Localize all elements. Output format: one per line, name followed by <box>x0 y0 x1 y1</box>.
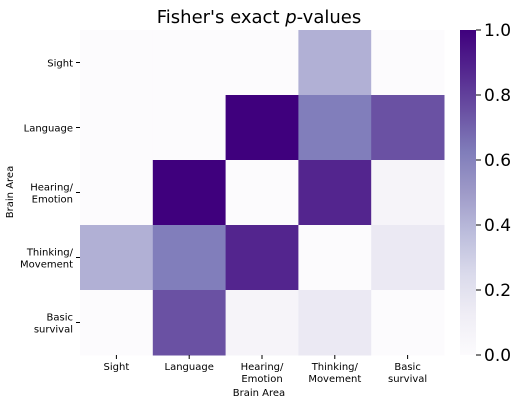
y-tick-label: Sight <box>47 59 73 70</box>
heatmap-cell <box>371 30 444 96</box>
heatmap-cell <box>298 95 371 161</box>
x-tick-label: Sight <box>104 362 130 373</box>
heatmap-cell <box>371 160 444 226</box>
x-tick-label: Language <box>165 362 214 373</box>
colorbar-tick-label: 0.6 <box>484 151 511 171</box>
colorbar <box>460 30 476 355</box>
x-tick-label: Basic survival <box>388 362 427 385</box>
chart-title-italic: p <box>284 7 296 28</box>
heatmap-cell <box>80 95 153 161</box>
y-tick-labels: Sight Language Hearing/Emotion Thinking/Mov… <box>20 59 80 336</box>
heatmap-cell <box>80 290 153 356</box>
colorbar-tick-label: 0.2 <box>484 281 511 301</box>
heatmap-cells <box>80 30 445 356</box>
heatmap-cell <box>226 30 299 96</box>
heatmap-cell <box>298 30 371 96</box>
y-tick-label: Language <box>24 124 73 135</box>
heatmap-cell <box>80 225 153 291</box>
chart-title: Fisher's exact p-values <box>157 7 361 28</box>
heatmap-cell <box>153 160 226 226</box>
heatmap-cell <box>153 30 226 96</box>
chart-title-main: Fisher's exact <box>157 7 285 28</box>
heatmap-cell <box>153 225 226 291</box>
colorbar-tick-label: 0.4 <box>484 216 511 236</box>
heatmap-cell <box>226 290 299 356</box>
colorbar-ticks: 0.0 0.2 0.4 0.6 0.8 1.0 <box>476 21 511 366</box>
heatmap-cell <box>298 225 371 291</box>
heatmap-cell <box>371 95 444 161</box>
heatmap-cell <box>371 225 444 291</box>
heatmap-cell <box>153 95 226 161</box>
y-tick-label: Thinking/Movement <box>20 248 74 271</box>
heatmap-cell <box>80 30 153 96</box>
heatmap-cell <box>153 290 226 356</box>
x-axis-label: Brain Area <box>233 388 285 399</box>
heatmap-cell <box>226 225 299 291</box>
x-tick-label: Thinking/Movement <box>308 362 361 385</box>
heatmap-cell <box>371 290 444 356</box>
heatmap-cell <box>226 95 299 161</box>
colorbar-tick-label: 0.8 <box>484 86 511 106</box>
y-axis-label: Brain Area <box>5 166 16 218</box>
x-tick-label: Hearing/Emotion <box>241 362 284 385</box>
colorbar-tick-label: 1.0 <box>484 21 511 41</box>
heatmap-cell <box>226 160 299 226</box>
y-tick-label: Basic survival <box>34 313 73 336</box>
chart-title-tail: -values <box>297 7 362 28</box>
heatmap-cell <box>80 160 153 226</box>
heatmap-cell <box>298 290 371 356</box>
y-tick-label: Hearing/Emotion <box>30 183 73 206</box>
x-tick-labels: Sight Language Hearing/Emotion Thinking/Mov… <box>104 355 428 385</box>
heatmap-cell <box>298 160 371 226</box>
colorbar-tick-label: 0.0 <box>484 346 511 366</box>
